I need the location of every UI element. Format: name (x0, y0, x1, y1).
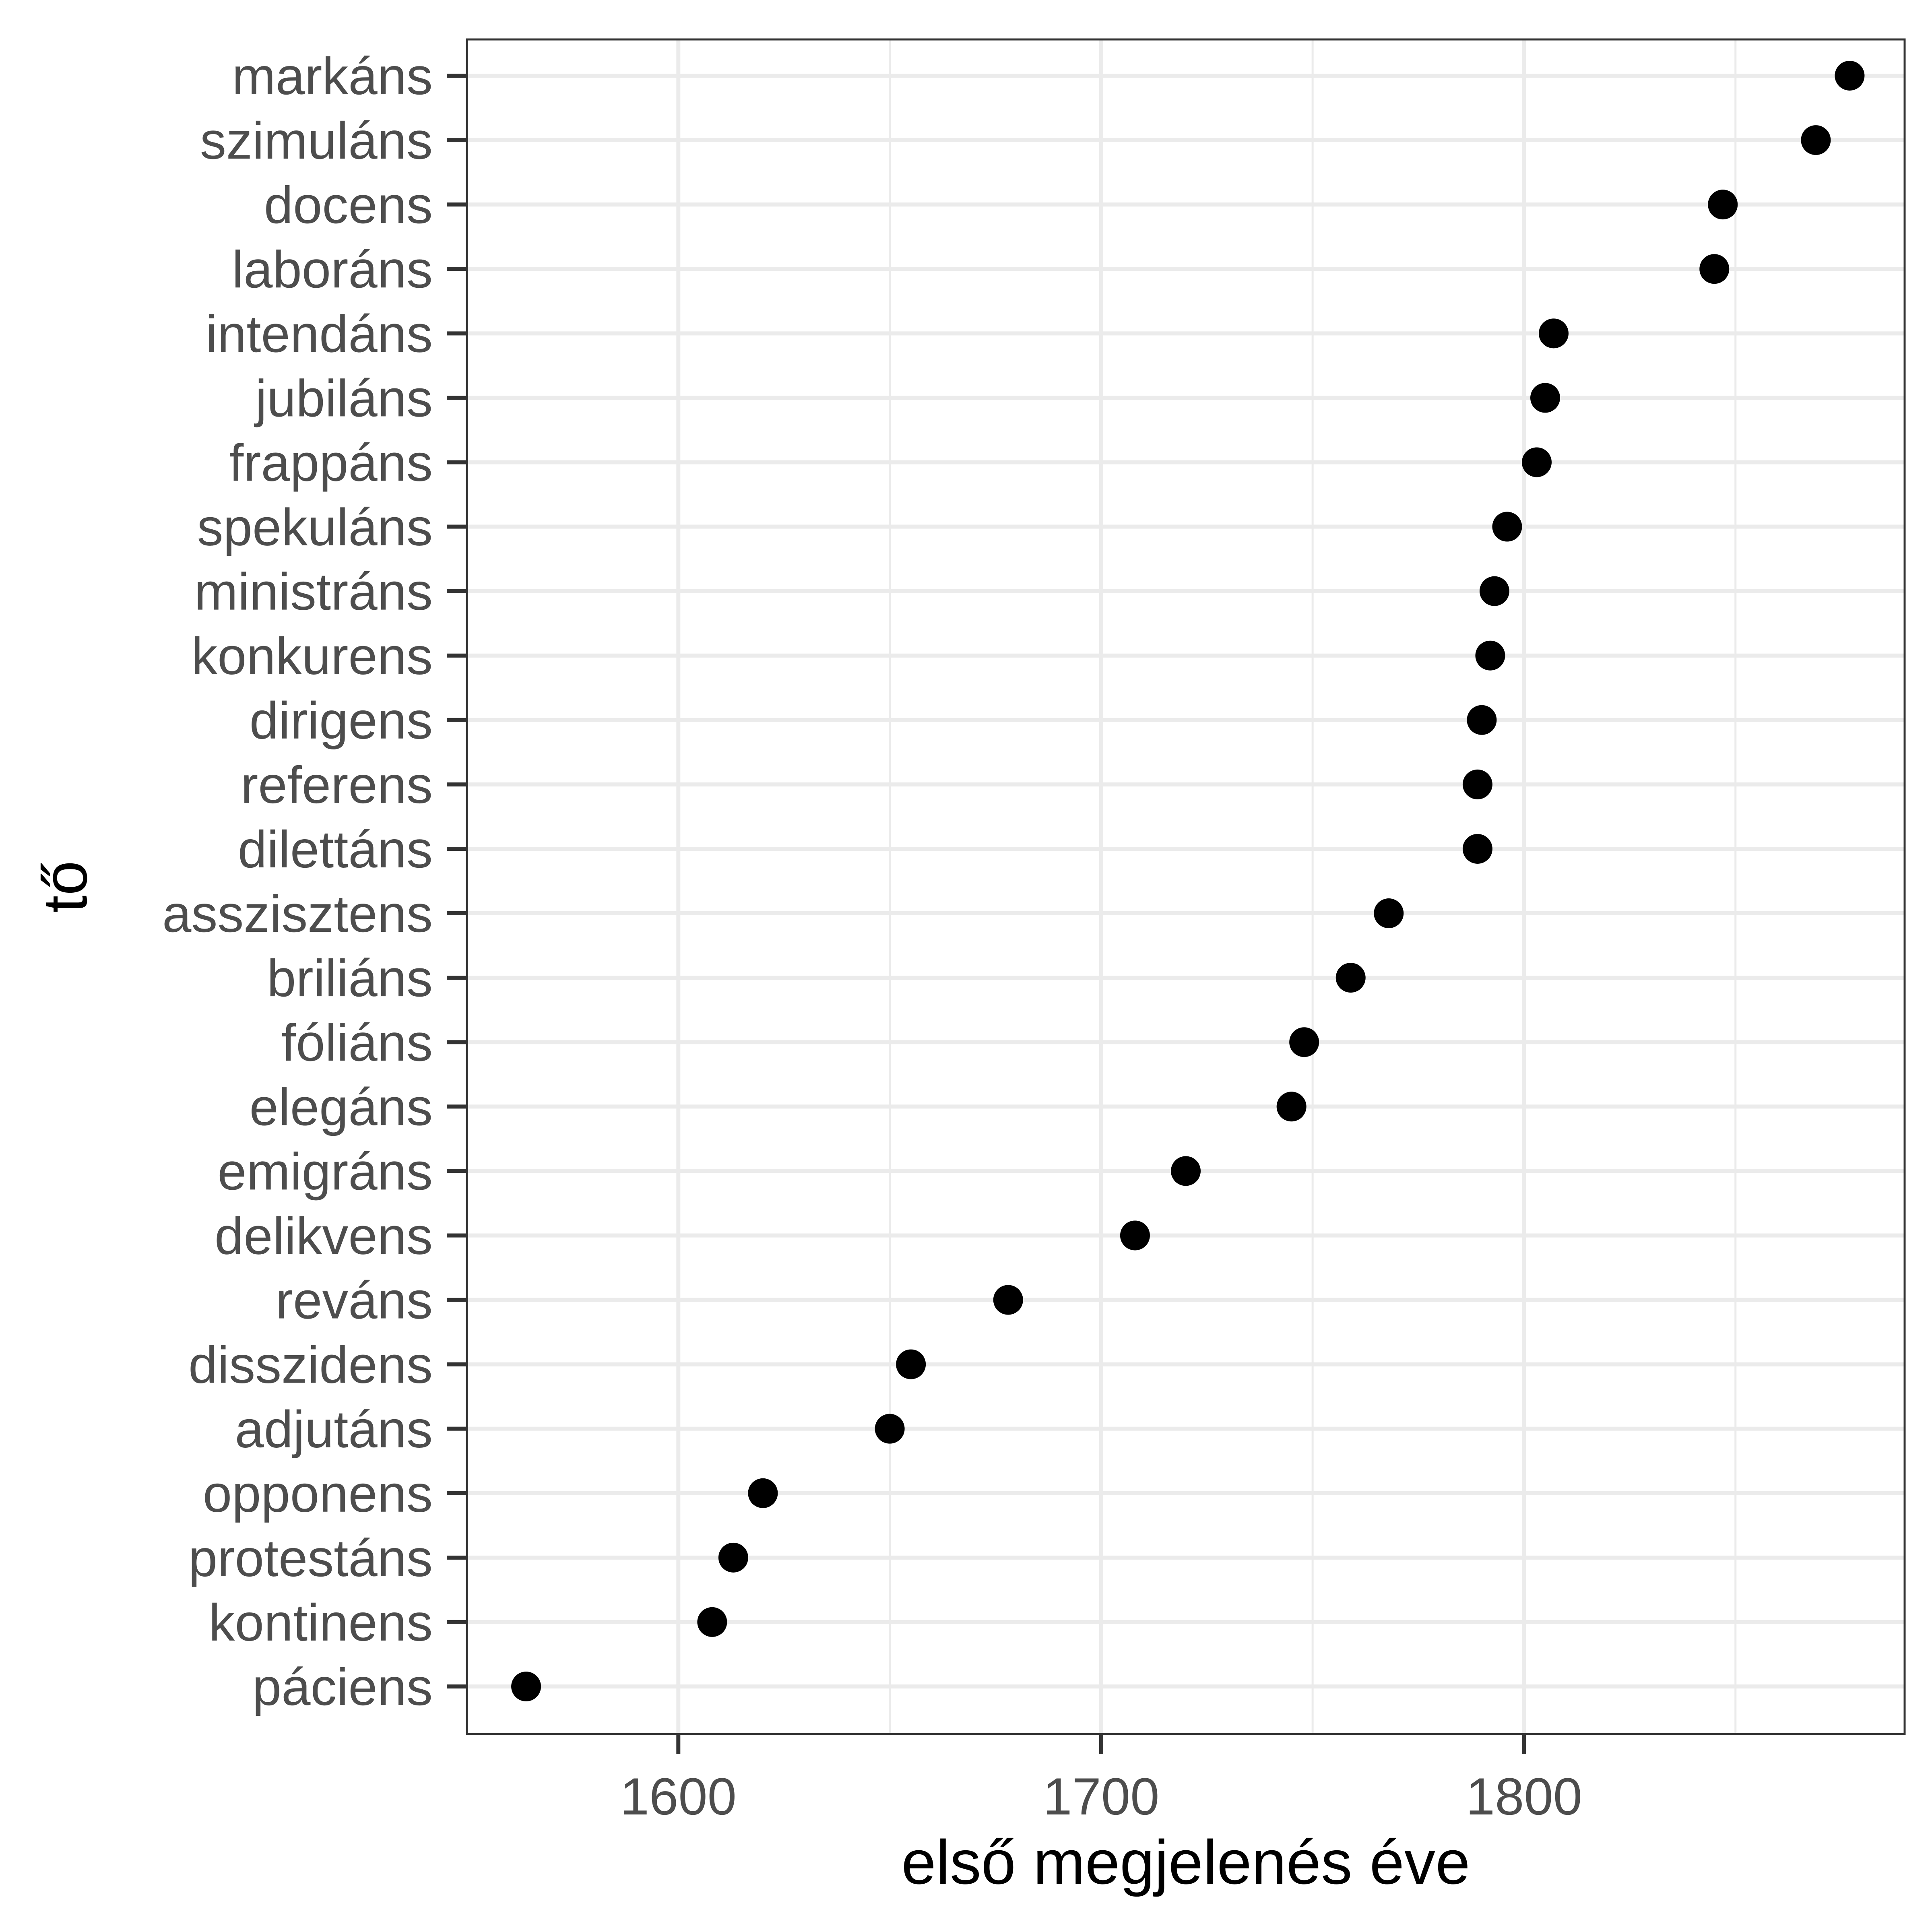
y-tick-label: páciens (252, 1657, 433, 1716)
y-tick-label: asszisztens (162, 884, 433, 943)
data-point (1467, 705, 1497, 735)
plot-border (466, 38, 1906, 1735)
data-point (1708, 190, 1738, 220)
y-tick-label: protestáns (188, 1529, 433, 1587)
plot-background (467, 39, 1905, 1734)
y-tick-label: referens (241, 755, 433, 814)
y-tick-label: spekuláns (197, 498, 433, 557)
y-tick-label: reváns (276, 1271, 433, 1330)
data-point (748, 1478, 778, 1508)
y-tick-label: konkurens (191, 627, 433, 685)
data-point (1171, 1156, 1201, 1186)
data-point (993, 1285, 1023, 1315)
data-point (896, 1349, 926, 1379)
data-point (697, 1607, 727, 1637)
y-tick-label: markáns (232, 47, 433, 105)
data-point (1276, 1092, 1307, 1122)
y-tick-label: elegáns (250, 1077, 433, 1136)
y-tick-label: laboráns (232, 240, 433, 299)
data-point (1539, 318, 1569, 349)
data-point (1462, 769, 1492, 799)
y-tick-label: docens (264, 175, 433, 234)
y-tick-label: szimuláns (200, 111, 433, 170)
y-tick-label: frappáns (229, 433, 433, 492)
data-point (511, 1672, 541, 1701)
data-point (1289, 1027, 1319, 1057)
data-point (1374, 898, 1404, 929)
y-tick-label: adjutáns (235, 1400, 433, 1459)
x-axis: 1600 1700 1800 (620, 1734, 1582, 1826)
x-tick-label: 1700 (1043, 1767, 1159, 1826)
y-tick-label: opponens (203, 1464, 433, 1523)
x-axis-title: első megjelenés éve (901, 1827, 1470, 1897)
data-point (875, 1414, 905, 1444)
y-tick-label: fóliáns (281, 1013, 433, 1072)
y-tick-label: delikvens (215, 1206, 433, 1265)
data-point (1335, 963, 1366, 993)
y-tick-label: emigráns (217, 1142, 433, 1201)
data-point (1801, 125, 1831, 155)
data-point (1120, 1220, 1150, 1251)
data-point (1475, 640, 1505, 671)
data-point (1530, 383, 1560, 413)
y-tick-label: dilettáns (238, 820, 433, 879)
data-point (1521, 447, 1552, 477)
y-tick-label: dirigens (250, 691, 433, 750)
y-tick-label: briliáns (267, 949, 433, 1007)
data-point (1492, 512, 1522, 542)
y-tick-label: ministráns (194, 562, 433, 621)
data-point (1479, 576, 1509, 606)
y-axis-title: tő (30, 861, 100, 912)
data-point (1835, 61, 1865, 91)
y-tick-label: kontinens (209, 1593, 433, 1652)
y-tick-label: intendáns (206, 304, 433, 363)
y-tick-label: jubiláns (254, 369, 433, 427)
y-tick-label: disszidens (188, 1335, 433, 1394)
data-points (511, 61, 1865, 1701)
data-point (718, 1542, 748, 1573)
x-tick-label: 1600 (620, 1767, 737, 1826)
x-tick-label: 1800 (1466, 1767, 1582, 1826)
data-point (1462, 834, 1492, 864)
data-point (1699, 254, 1730, 284)
